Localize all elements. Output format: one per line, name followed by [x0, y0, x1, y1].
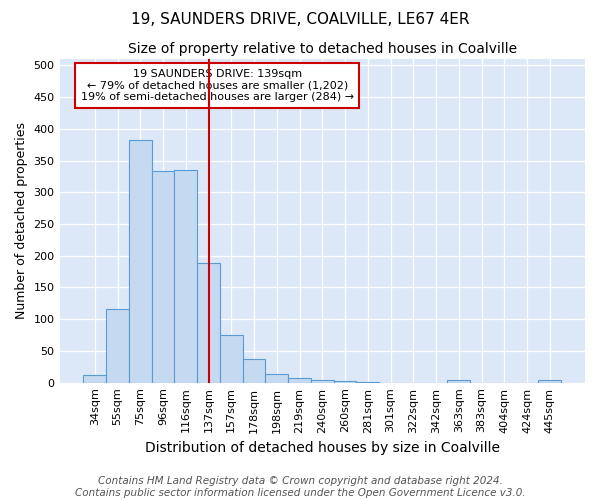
Text: 19, SAUNDERS DRIVE, COALVILLE, LE67 4ER: 19, SAUNDERS DRIVE, COALVILLE, LE67 4ER: [131, 12, 469, 28]
Bar: [175, 170, 197, 382]
Bar: [311, 380, 334, 382]
Bar: [242, 358, 265, 382]
Bar: [538, 380, 561, 382]
Bar: [106, 309, 129, 382]
Bar: [152, 170, 175, 382]
Bar: [448, 380, 470, 382]
Bar: [129, 140, 152, 382]
Bar: [220, 335, 242, 382]
Bar: [288, 378, 311, 382]
Y-axis label: Number of detached properties: Number of detached properties: [15, 122, 28, 320]
X-axis label: Distribution of detached houses by size in Coalville: Distribution of detached houses by size …: [145, 441, 500, 455]
Bar: [265, 374, 288, 382]
Title: Size of property relative to detached houses in Coalville: Size of property relative to detached ho…: [128, 42, 517, 56]
Bar: [83, 375, 106, 382]
Text: 19 SAUNDERS DRIVE: 139sqm
← 79% of detached houses are smaller (1,202)
19% of se: 19 SAUNDERS DRIVE: 139sqm ← 79% of detac…: [80, 69, 354, 102]
Bar: [197, 264, 220, 382]
Text: Contains HM Land Registry data © Crown copyright and database right 2024.
Contai: Contains HM Land Registry data © Crown c…: [74, 476, 526, 498]
